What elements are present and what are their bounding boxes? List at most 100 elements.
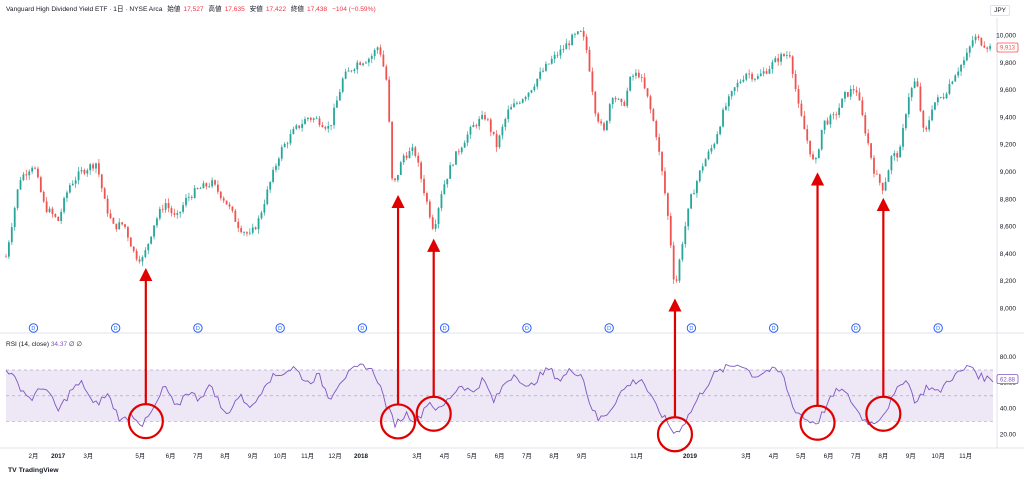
candle-body [336,100,338,108]
candle-body [768,69,771,74]
candle-body [478,118,481,127]
dividend-marker-label: D [607,326,611,332]
time-tick-label: 2018 [354,453,369,460]
rsi-tag-box [996,374,1019,385]
candle-body [951,81,954,84]
candle-body [545,63,547,71]
candle-body [527,92,530,97]
candle-body [179,211,182,214]
candle-body [626,90,629,106]
candle-body [739,81,742,83]
candle-body [963,60,965,65]
candle-body [725,106,727,110]
candle-body [257,218,260,230]
candle-body [147,243,150,251]
candle-body [881,182,884,191]
candle-body [37,168,39,178]
candle-body [788,55,791,57]
candle-body [809,140,812,155]
candle-body [785,55,788,56]
annotations [127,172,902,453]
candle-body [127,227,129,238]
candle-body [585,36,588,50]
candle-body [411,147,414,152]
candle-body [896,153,899,158]
candle-body [205,183,208,187]
low-label: 安値 [249,6,263,13]
candle-body [765,71,768,74]
tradingview-logo-text: TradingView [18,467,59,474]
candle-body [498,135,501,148]
candle-body [469,127,472,135]
candle-body [640,77,643,79]
candle-body [156,218,158,226]
candle-body [350,70,353,72]
candle-body [812,154,814,160]
candle-body [693,193,695,195]
candle-body [437,208,440,225]
candle-body [426,193,428,202]
symbol-title[interactable]: Vanguard High Dividend Yield ETF · 1日 · … [6,6,163,13]
dividend-marker [522,323,532,333]
candle-body [864,115,867,134]
candle-body [890,156,893,171]
candle-body [989,46,991,49]
candle-body [655,120,658,138]
candle-body [550,58,553,64]
candle-body [623,102,626,106]
candle-body [664,171,666,194]
price-tag-label: 9,913 [1000,46,1016,52]
dividend-marker-label: D [114,326,118,332]
annotation-circle [656,416,694,453]
rsi-tag-label: 62.88 [1000,377,1016,383]
candle-body [530,90,533,93]
candle-body [684,226,687,245]
dividend-marker-label: D [689,326,693,332]
candle-body [489,119,492,132]
dividend-marker [851,323,861,333]
candle-body [492,131,495,135]
candle-body [594,91,597,114]
candle-body [971,40,974,47]
candle-body [754,78,756,80]
candle-body [968,46,971,53]
candle-body [777,58,780,62]
rsi-series-line [5,363,994,435]
rsi-tick-label: 40.00 [1000,406,1017,413]
high-label: 高値 [208,6,222,13]
time-tick-label: 5月 [135,452,145,460]
open-label: 始値 [167,6,181,13]
candle-body [103,188,106,199]
candle-body [858,92,861,101]
price-tick-label: 9,600 [1000,87,1017,94]
candle-body [185,197,187,206]
close-value: 17,438 [307,6,328,13]
price-axis[interactable]: 10,000 9,800 9,600 9,400 9,200 9,000 8,800 8,60… [996,33,1016,313]
dividend-marker [604,323,614,333]
candle-body [176,213,179,215]
candle-body [472,125,475,128]
time-axis[interactable]: 2月 2017 3月 5月 6月 7月 8月 9月 10月 11月 12月 2018 3月 4月 5月 6月 7… [29,452,972,460]
candle-body [307,117,309,120]
currency-badge[interactable]: JPY [990,5,1010,16]
candle-body [153,225,155,237]
rsi-legend-name[interactable]: RSI (14, close) [6,341,49,348]
last-value-tags: 9,913 62.88 [996,42,1019,385]
candle-body [980,37,983,46]
candle-body [304,119,306,125]
candle-body [333,107,335,126]
candle-body [658,137,661,152]
candle-body [905,114,907,129]
candle-body [150,236,153,244]
candle-body [716,134,719,144]
rsi-legend-icons[interactable]: ∅ ∅ [68,341,83,348]
dividend-marker [768,323,779,333]
candle-body [402,155,405,163]
candle-body [632,75,634,77]
candle-body [417,155,420,163]
tradingview-logo[interactable]: TV TradingView [8,467,59,474]
candle-body [452,164,454,166]
candle-body [115,223,118,230]
